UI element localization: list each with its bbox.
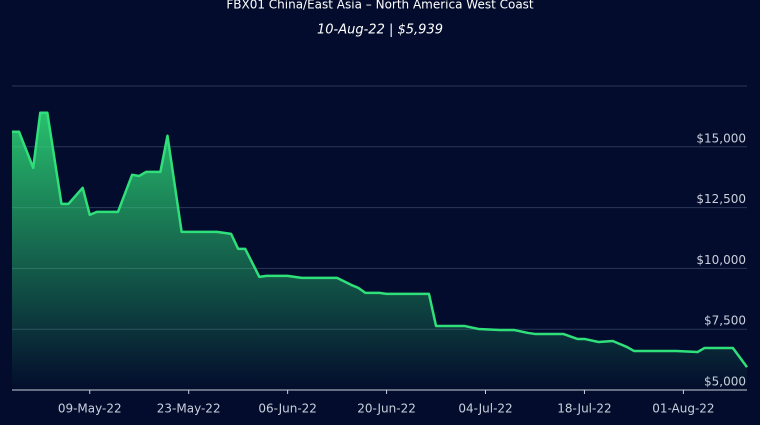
x-tick-label: 04-Jul-22 [458, 402, 512, 416]
y-tick-label: $7,500 [704, 314, 746, 328]
y-tick-label: $15,000 [696, 131, 746, 145]
x-tick-label: 18-Jul-22 [557, 402, 611, 416]
y-tick-label: $12,500 [696, 192, 746, 206]
chart-subtitle: 10-Aug-22 | $5,939 [317, 23, 443, 38]
x-tick-label: 06-Jun-22 [258, 402, 317, 416]
y-tick-label: $10,000 [696, 253, 746, 267]
x-tick-label: 09-May-22 [58, 402, 122, 416]
x-tick-label: 23-May-22 [157, 402, 221, 416]
x-tick-label: 20-Jun-22 [357, 402, 416, 416]
chart-title: FBX01 China/East Asia – North America We… [226, 0, 534, 12]
line [12, 111, 749, 368]
area [12, 112, 747, 391]
x-tick-label: 01-Aug-22 [652, 402, 714, 416]
